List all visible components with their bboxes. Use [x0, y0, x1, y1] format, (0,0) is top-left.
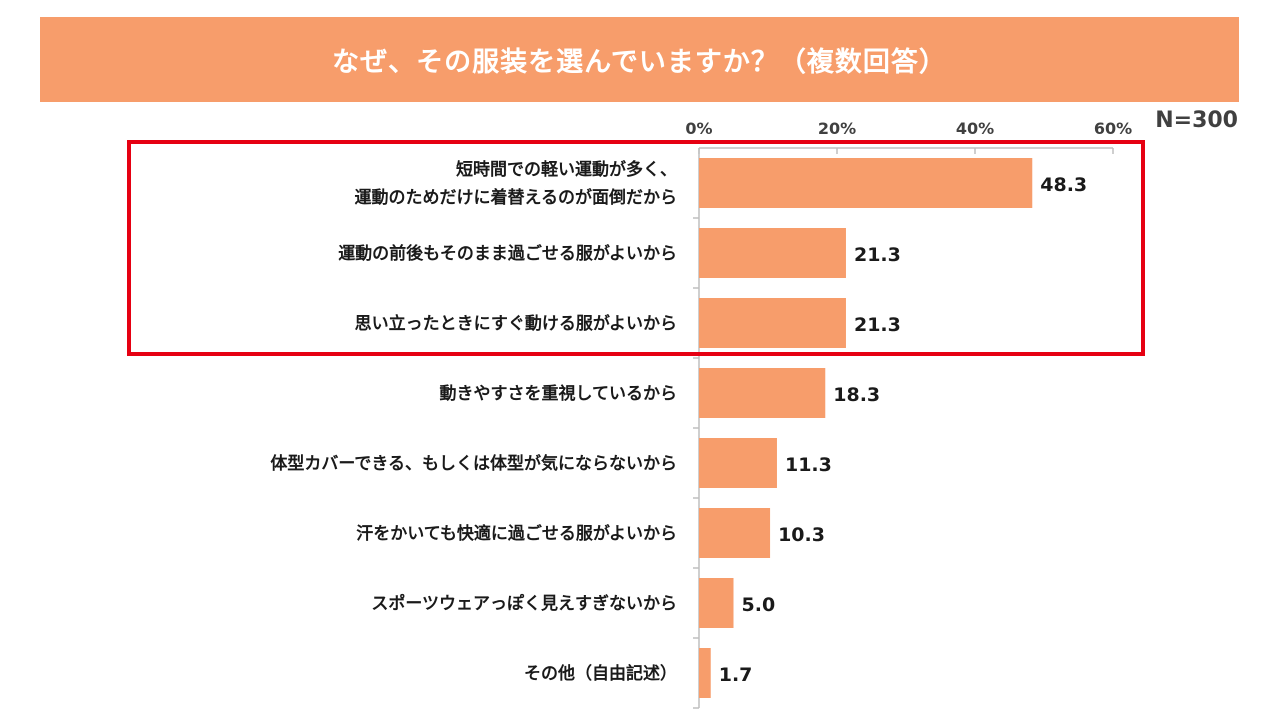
bar: [699, 578, 734, 628]
category-label: 体型カバーできる、もしくは体型が気にならないから: [270, 453, 677, 474]
bar: [699, 368, 826, 418]
chart-title: なぜ、その服装を選んでいますか？（複数回答）: [332, 47, 947, 78]
bar: [699, 438, 777, 488]
data-label: 21.3: [854, 244, 901, 266]
highlight-box: [127, 140, 1145, 356]
bar: [699, 228, 846, 278]
category-label: 動きやすさを重視しているから: [440, 383, 678, 404]
category-label: 運動の前後もそのまま過ごせる服がよいから: [338, 243, 677, 264]
x-tick-label: 0%: [685, 119, 712, 138]
x-tick-label: 40%: [956, 119, 994, 138]
x-tick-label: 60%: [1094, 119, 1132, 138]
category-label: 汗をかいても快適に過ごせる服がよいから: [356, 523, 677, 544]
category-label: その他（自由記述）: [524, 663, 677, 684]
data-label: 10.3: [778, 524, 825, 546]
data-label: 18.3: [833, 384, 880, 406]
category-label: 短時間での軽い運動が多く、: [456, 159, 677, 180]
title-banner: なぜ、その服装を選んでいますか？（複数回答）: [40, 17, 1239, 102]
bar: [699, 508, 771, 558]
data-label: 5.0: [742, 594, 776, 616]
data-label: 11.3: [785, 454, 832, 476]
x-tick-label: 20%: [818, 119, 856, 138]
data-label: 21.3: [854, 314, 901, 336]
data-label: 1.7: [719, 664, 753, 686]
bar: [699, 648, 711, 698]
category-label: 思い立ったときにすぐ動ける服がよいから: [355, 313, 677, 334]
bar: [699, 158, 1033, 208]
data-label: 48.3: [1040, 174, 1087, 196]
category-label: 運動のためだけに着替えるのが面倒だから: [355, 187, 678, 208]
bar: [699, 298, 846, 348]
category-label: スポーツウェアっぽく見えすぎないから: [371, 593, 677, 614]
sample-size-label: N=300: [1155, 108, 1238, 133]
